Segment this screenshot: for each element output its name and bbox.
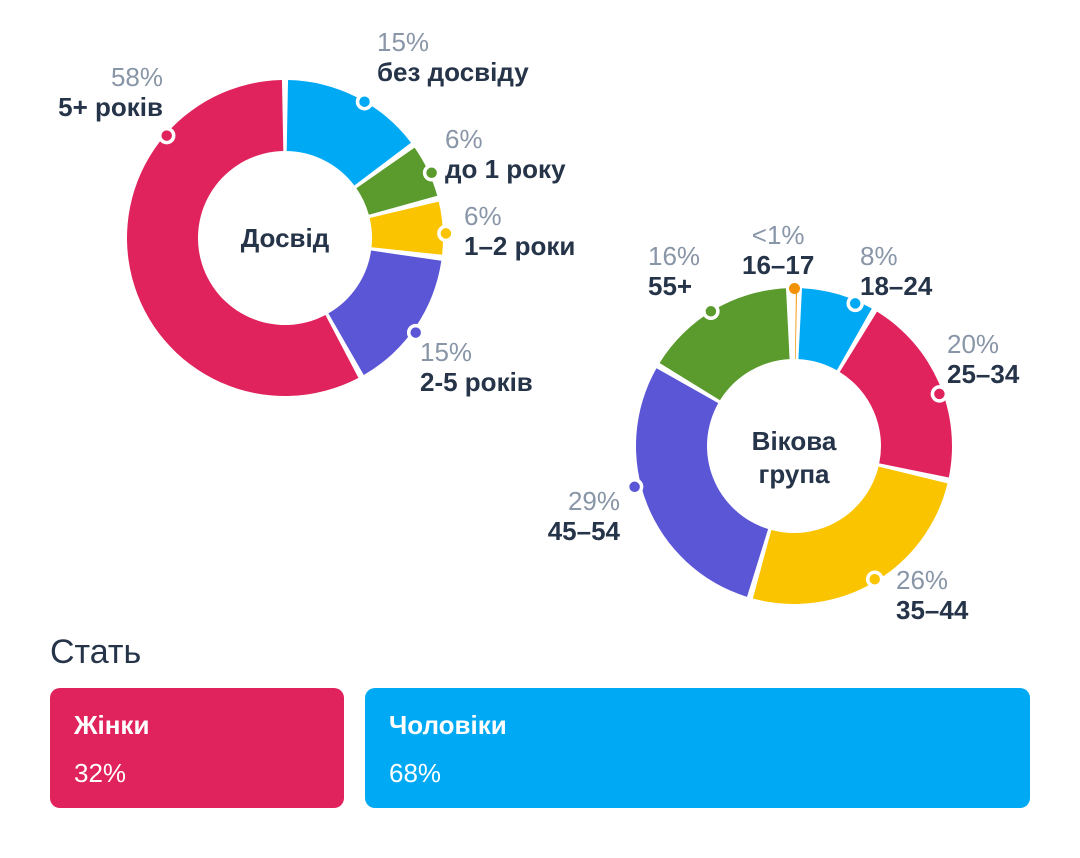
svg-text:Вікова: Вікова <box>752 426 837 456</box>
svg-text:група: група <box>759 459 831 489</box>
svg-text:Досвід: Досвід <box>241 223 330 253</box>
